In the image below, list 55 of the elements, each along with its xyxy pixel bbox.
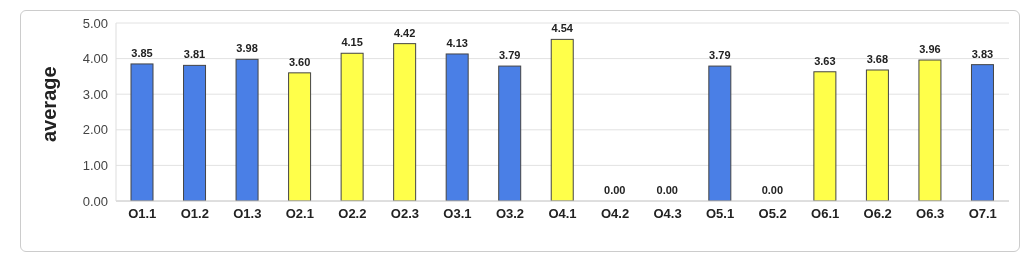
x-tick-label: O6.3	[916, 206, 945, 222]
data-label: 4.42	[393, 26, 416, 39]
y-tick-label: 0.00	[82, 193, 108, 209]
bar	[288, 72, 312, 201]
bar	[235, 58, 259, 201]
y-axis-title: average	[38, 66, 61, 142]
bar	[813, 71, 837, 201]
x-tick-label: O1.1	[128, 206, 157, 222]
x-tick-label: O4.2	[600, 206, 630, 222]
x-tick-label: O5.1	[705, 206, 735, 222]
data-label: 4.15	[341, 36, 363, 49]
data-label: 4.13	[446, 36, 468, 49]
data-label: 3.98	[236, 42, 258, 55]
data-label: 3.68	[866, 52, 889, 65]
x-tick-label: O1.2	[180, 206, 209, 222]
bar	[498, 65, 522, 201]
x-tick-label: O6.2	[863, 206, 892, 222]
x-tick-label: O2.1	[285, 206, 314, 222]
y-tick-label: 4.00	[82, 51, 108, 67]
data-label: 3.85	[131, 46, 153, 59]
bar	[865, 69, 889, 201]
x-tick-label: O6.1	[811, 206, 840, 222]
data-label: 0.00	[761, 184, 784, 196]
data-label: 3.79	[709, 49, 731, 62]
y-tick-label: 5.00	[82, 15, 108, 31]
data-label: 3.60	[288, 55, 311, 68]
x-tick-label: O2.3	[390, 206, 420, 222]
x-tick-label: O3.1	[443, 206, 472, 222]
data-label: 0.00	[656, 184, 679, 196]
bar	[183, 64, 207, 201]
x-tick-label: O5.2	[758, 206, 787, 222]
bar	[970, 64, 994, 201]
bar	[550, 38, 574, 201]
x-tick-label: O1.3	[233, 206, 262, 222]
bar	[130, 63, 154, 201]
x-tick-label: O4.1	[548, 206, 577, 222]
y-tick-label: 2.00	[82, 122, 108, 138]
y-tick-label: 1.00	[82, 158, 108, 174]
data-label: 3.96	[919, 43, 941, 56]
data-label: 0.00	[604, 184, 626, 196]
data-label: 3.63	[814, 54, 836, 67]
bar	[445, 53, 469, 201]
bar	[393, 43, 417, 201]
x-tick-label: O4.3	[653, 206, 682, 222]
x-tick-label: O7.1	[968, 206, 997, 222]
x-tick-label: O2.2	[338, 206, 367, 222]
data-label: 3.81	[183, 48, 206, 61]
bar	[340, 52, 364, 201]
bar	[708, 65, 732, 201]
data-label: 3.79	[498, 49, 521, 62]
x-tick-label: O3.2	[495, 206, 525, 222]
bar	[918, 59, 942, 201]
y-tick-label: 3.00	[82, 86, 108, 102]
data-label: 3.83	[971, 47, 994, 60]
data-label: 4.54	[551, 22, 574, 35]
